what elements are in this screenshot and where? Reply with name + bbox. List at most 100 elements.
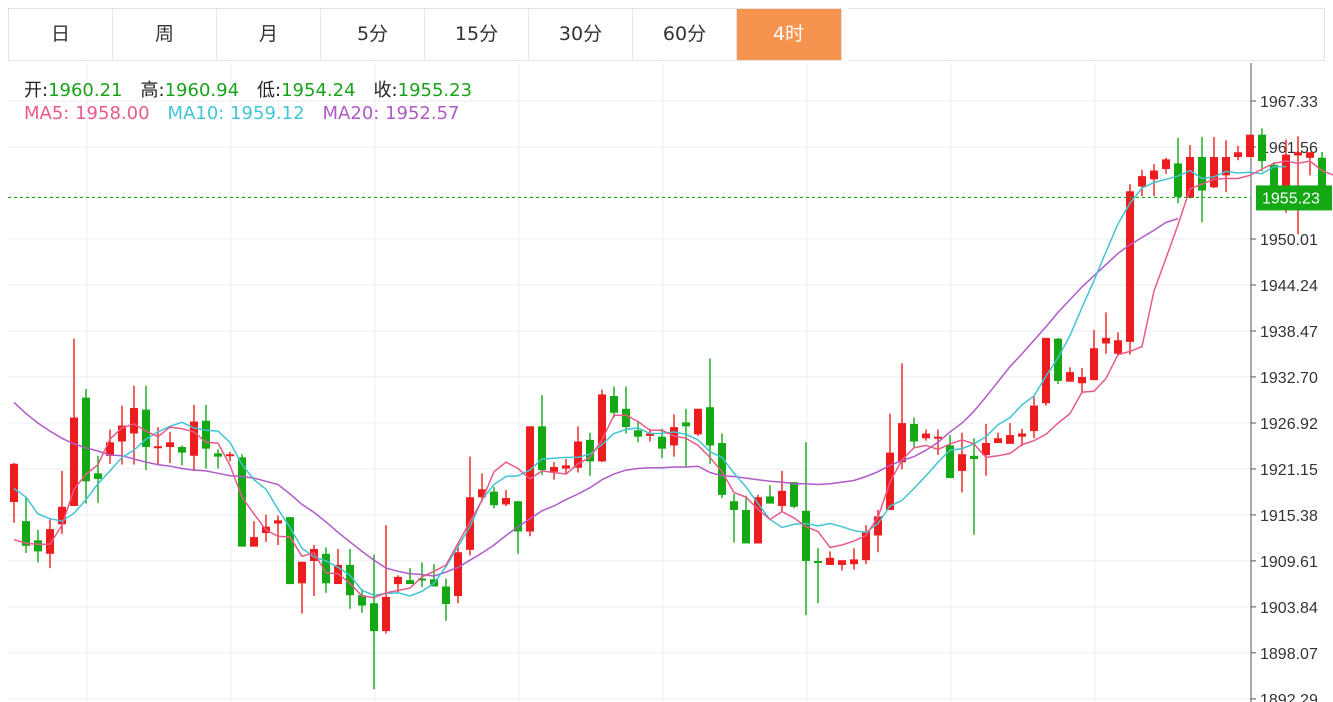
candle-body	[934, 436, 942, 439]
candle-body	[178, 447, 186, 453]
candle-body	[1198, 157, 1206, 191]
candle-body	[118, 425, 126, 442]
candle-body	[994, 438, 1002, 444]
candle-body	[1174, 163, 1182, 197]
y-tick-label: 1950.01	[1260, 232, 1318, 249]
ma-readout: MA5: 1958.00 MA10: 1959.12 MA20: 1952.57	[24, 103, 460, 124]
high-label: 高:	[140, 80, 165, 101]
ohlc-readout: 开:1960.21 高:1960.94 低:1954.24 收:1955.23	[24, 76, 472, 102]
candle-body	[142, 409, 150, 448]
open-value: 1960.21	[48, 80, 123, 101]
tab-4hour[interactable]: 4时	[737, 9, 841, 60]
candle-body	[550, 466, 558, 472]
candle-body	[1018, 433, 1026, 437]
candle-body	[1246, 134, 1254, 158]
candle-body	[1042, 337, 1050, 404]
candle-body	[442, 586, 450, 604]
y-tick-label: 1944.24	[1260, 278, 1318, 295]
candle-body	[394, 576, 402, 585]
candle-body	[1126, 191, 1134, 342]
tab-30min[interactable]: 30分	[529, 9, 633, 60]
candle-body	[598, 394, 606, 462]
tab-60min[interactable]: 60分	[633, 9, 737, 60]
candle-body	[706, 407, 714, 446]
candle-body	[10, 463, 18, 503]
ma5-label: MA5:	[24, 103, 70, 124]
candle-body	[322, 553, 330, 584]
candle-body	[1102, 337, 1110, 344]
candle-body	[214, 453, 222, 457]
candle-body	[1270, 164, 1278, 190]
candle-body	[622, 408, 630, 428]
candle-body	[538, 426, 546, 471]
candle-body	[1234, 152, 1242, 158]
ma10-label: MA10:	[167, 103, 225, 124]
candle-body	[514, 501, 522, 532]
candle-body	[778, 490, 786, 506]
candle-body	[946, 445, 954, 479]
candle-body	[898, 423, 906, 463]
candle-body	[82, 397, 90, 482]
candle-body	[1114, 340, 1122, 354]
ma20-line	[13, 217, 1179, 577]
candle-body	[34, 540, 42, 552]
tab-5min[interactable]: 5分	[321, 9, 425, 60]
candle-body	[850, 559, 858, 565]
candle-body	[586, 439, 594, 462]
candle-body	[910, 423, 918, 442]
candle-body	[814, 560, 822, 563]
y-tick-label: 1903.84	[1260, 600, 1318, 617]
candle-body	[274, 520, 282, 524]
period-tabs: 日 周 月 5分 15分 30分 60分 4时	[8, 8, 842, 61]
candle-body	[454, 552, 462, 597]
candle-body	[562, 465, 570, 469]
candle-body	[634, 430, 642, 437]
tabs-filler	[848, 8, 1325, 61]
y-tick-label: 1909.61	[1260, 554, 1318, 571]
candle-body	[1078, 376, 1086, 384]
candle-body	[382, 596, 390, 632]
candle-body	[466, 497, 474, 550]
candle-body	[238, 457, 246, 547]
candle-body	[874, 516, 882, 536]
tab-week[interactable]: 周	[113, 9, 217, 60]
candle-body	[226, 454, 234, 457]
candle-body	[22, 521, 30, 546]
candle-body	[70, 417, 78, 506]
tab-day[interactable]: 日	[9, 9, 113, 60]
candle-body	[958, 454, 966, 471]
close-value: 1955.23	[397, 80, 473, 101]
ma5-value: 1958.00	[75, 103, 150, 124]
candle-body	[982, 443, 990, 456]
low-label: 低:	[257, 80, 282, 101]
candle-body	[1138, 176, 1146, 187]
candle-body	[190, 421, 198, 456]
candle-body	[1030, 405, 1038, 432]
candle-body	[574, 441, 582, 468]
candle-body	[766, 496, 774, 504]
candle-body	[922, 433, 930, 439]
candle-body	[418, 578, 426, 581]
candle-body	[370, 603, 378, 632]
candle-body	[1282, 154, 1290, 190]
candle-body	[310, 549, 318, 561]
ma5-line	[13, 160, 1333, 599]
open-label: 开:	[24, 80, 49, 101]
y-tick-label: 1921.15	[1260, 462, 1318, 479]
candle-body	[1090, 348, 1098, 381]
y-tick-label: 1898.07	[1260, 646, 1318, 663]
tab-month[interactable]: 月	[217, 9, 321, 60]
candle-body	[478, 489, 486, 498]
candle-body	[298, 561, 306, 584]
y-tick-label: 1967.33	[1260, 94, 1318, 111]
candle-body	[610, 396, 618, 413]
candle-body	[694, 408, 702, 435]
candle-body	[358, 595, 366, 606]
tab-15min[interactable]: 15分	[425, 9, 529, 60]
candle-body	[1222, 157, 1230, 176]
candle-body	[826, 557, 834, 565]
candle-body	[202, 420, 210, 449]
candle-body	[250, 537, 258, 547]
low-value: 1954.24	[281, 80, 356, 101]
